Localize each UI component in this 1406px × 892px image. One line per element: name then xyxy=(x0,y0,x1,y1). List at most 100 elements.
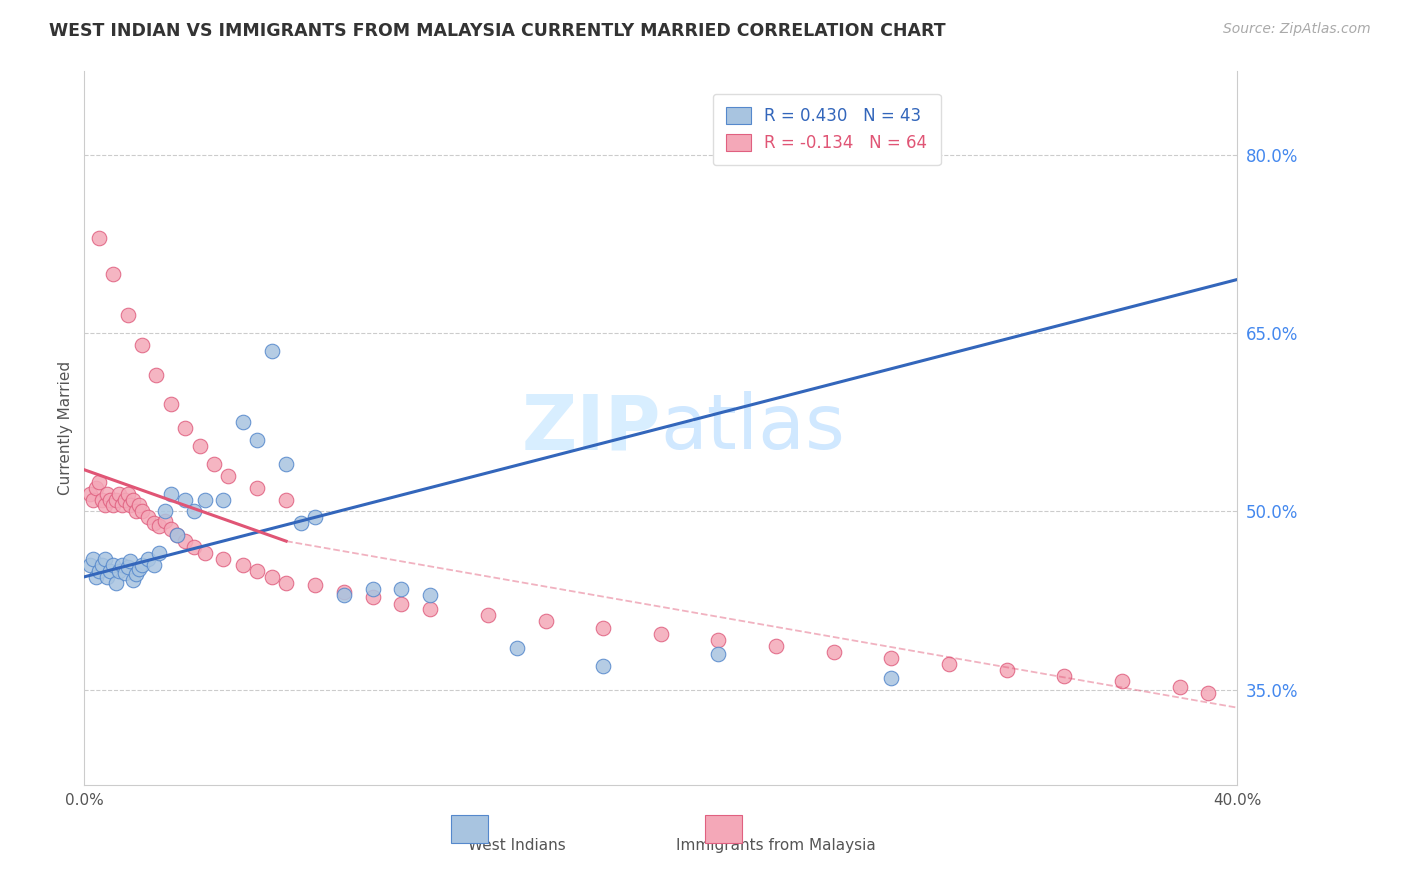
Point xyxy=(183,504,205,518)
Point xyxy=(333,585,356,599)
Point xyxy=(111,558,134,572)
Point xyxy=(707,632,730,647)
Point xyxy=(361,582,384,596)
Point xyxy=(765,639,787,653)
Point xyxy=(304,578,326,592)
Point xyxy=(117,308,139,322)
Point xyxy=(211,552,233,566)
Point xyxy=(105,575,128,590)
Point xyxy=(276,492,298,507)
Text: ZIP: ZIP xyxy=(522,392,661,465)
Point xyxy=(114,492,136,507)
Point xyxy=(246,433,269,447)
Point xyxy=(592,659,614,673)
Point xyxy=(125,567,148,582)
Point xyxy=(125,504,148,518)
Point xyxy=(823,645,845,659)
Point xyxy=(419,588,441,602)
Point xyxy=(1111,674,1133,689)
Point xyxy=(142,516,165,531)
Point xyxy=(361,590,384,604)
Point xyxy=(114,566,136,581)
Point xyxy=(93,552,115,566)
Point xyxy=(166,528,188,542)
Point xyxy=(246,564,269,578)
Point xyxy=(87,475,110,489)
Point xyxy=(333,588,356,602)
Point xyxy=(131,338,153,352)
Point xyxy=(183,540,205,554)
Point xyxy=(290,516,312,531)
Point xyxy=(105,492,128,507)
Point xyxy=(707,647,730,661)
Point xyxy=(98,564,121,578)
Point xyxy=(103,558,124,572)
Point xyxy=(276,457,298,471)
Point xyxy=(108,564,131,578)
Point xyxy=(211,492,233,507)
Point xyxy=(120,554,142,568)
Point xyxy=(194,546,217,560)
Point xyxy=(148,518,170,533)
Point xyxy=(79,486,101,500)
Point xyxy=(122,574,145,588)
Point xyxy=(90,492,112,507)
Point xyxy=(120,499,142,513)
Point xyxy=(153,514,176,528)
Point xyxy=(145,368,167,382)
Point xyxy=(87,231,110,245)
Point xyxy=(160,397,183,411)
Point xyxy=(93,499,115,513)
Y-axis label: Currently Married: Currently Married xyxy=(58,361,73,495)
Point xyxy=(1053,668,1076,682)
Text: atlas: atlas xyxy=(661,392,845,465)
Point xyxy=(153,504,176,518)
Point xyxy=(103,267,124,281)
Point xyxy=(136,552,159,566)
Point xyxy=(1198,686,1220,700)
FancyBboxPatch shape xyxy=(704,815,741,844)
Point xyxy=(1168,681,1191,695)
Point xyxy=(174,534,197,549)
Point xyxy=(304,510,326,524)
Point xyxy=(117,486,139,500)
Point xyxy=(419,602,441,616)
FancyBboxPatch shape xyxy=(451,815,488,844)
Point xyxy=(103,499,124,513)
Legend: R = 0.430   N = 43, R = -0.134   N = 64: R = 0.430 N = 43, R = -0.134 N = 64 xyxy=(713,94,941,165)
Text: Source: ZipAtlas.com: Source: ZipAtlas.com xyxy=(1223,22,1371,37)
Point xyxy=(128,499,150,513)
Point xyxy=(232,558,254,572)
Point xyxy=(79,558,101,572)
Text: West Indians: West Indians xyxy=(468,838,565,854)
Point xyxy=(96,570,118,584)
Point xyxy=(194,492,217,507)
Point xyxy=(87,564,110,578)
Point xyxy=(938,657,960,671)
Point xyxy=(84,481,107,495)
Point xyxy=(276,575,298,590)
Point xyxy=(534,614,557,628)
Point xyxy=(122,492,145,507)
Point xyxy=(260,343,283,358)
Point xyxy=(131,558,153,572)
Point xyxy=(82,552,104,566)
Point xyxy=(142,558,165,572)
Point xyxy=(506,641,529,656)
Point xyxy=(96,486,118,500)
Point xyxy=(202,457,225,471)
Point xyxy=(111,499,134,513)
Point xyxy=(995,663,1018,677)
Point xyxy=(391,582,413,596)
Point xyxy=(160,522,183,536)
Point xyxy=(880,650,903,665)
Point xyxy=(174,421,197,435)
Point xyxy=(160,486,183,500)
Point xyxy=(128,561,150,575)
Point xyxy=(108,486,131,500)
Point xyxy=(136,510,159,524)
Point xyxy=(148,546,170,560)
Point xyxy=(188,439,211,453)
Point xyxy=(880,671,903,685)
Point xyxy=(391,597,413,611)
